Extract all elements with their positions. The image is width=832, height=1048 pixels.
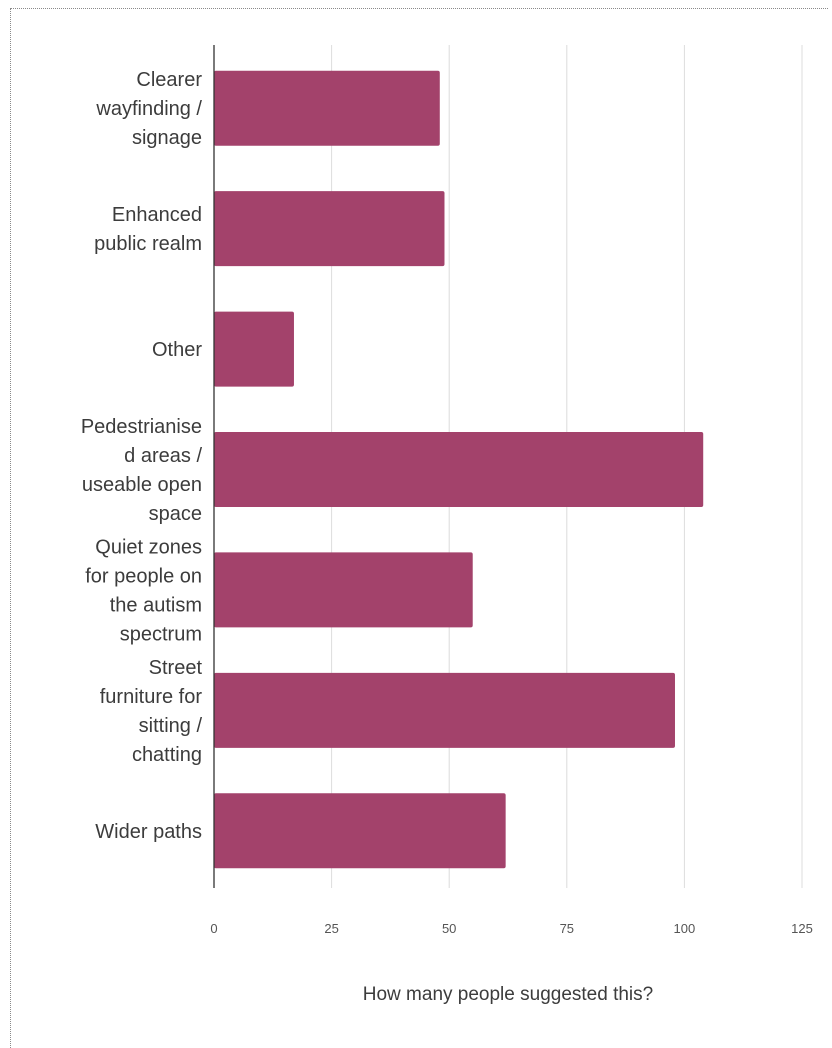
bar xyxy=(214,311,294,387)
x-tick-label: 75 xyxy=(560,921,574,936)
tick-labels: 0 25 50 75 100 125 xyxy=(210,921,812,936)
category-labels: Clearer wayfinding / signage Enhanced public… xyxy=(81,69,203,843)
bar xyxy=(214,672,675,748)
x-tick-label: 125 xyxy=(791,921,813,936)
category-label: Wider paths xyxy=(95,821,202,843)
bar xyxy=(214,793,506,869)
chart-frame xyxy=(10,8,828,1048)
x-tick-label: 0 xyxy=(210,921,217,936)
x-tick-label: 25 xyxy=(324,921,338,936)
bar xyxy=(214,432,704,507)
x-tick-label: 50 xyxy=(442,921,456,936)
category-label: Quiet zones for people on the autism spectr… xyxy=(85,536,202,645)
category-label: Pedestrianise d areas / useable open space xyxy=(81,416,203,525)
category-label: Enhanced public realm xyxy=(94,204,202,255)
category-label: Street furniture for sitting / chatting xyxy=(100,657,203,766)
bar xyxy=(214,70,440,146)
x-tick-label: 100 xyxy=(674,921,696,936)
category-label: Other xyxy=(152,339,202,361)
x-axis-title: How many people suggested this? xyxy=(363,984,653,1005)
category-label: Clearer wayfinding / signage xyxy=(95,69,202,149)
bars xyxy=(214,70,704,869)
bar xyxy=(214,552,473,628)
bar xyxy=(214,191,445,267)
